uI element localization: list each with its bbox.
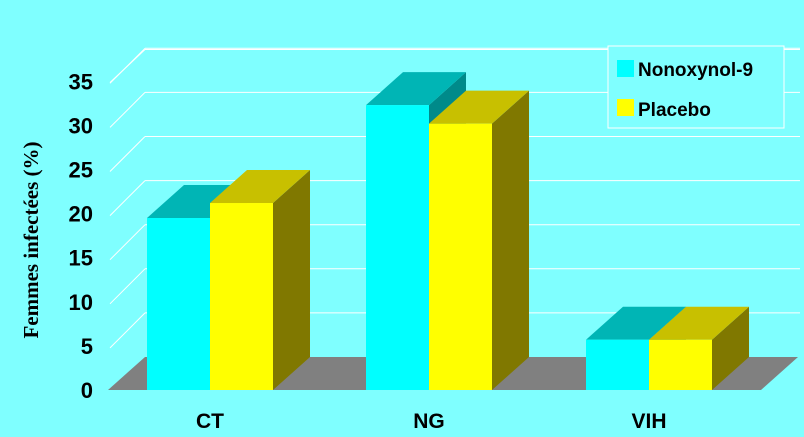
bar-front <box>366 105 429 390</box>
bar-top <box>366 72 466 106</box>
y-axis-tick-label: 20 <box>69 202 93 227</box>
legend: Nonoxynol-9 Placebo <box>607 45 785 129</box>
x-axis-category-label: CT <box>196 410 224 433</box>
bars <box>147 72 749 391</box>
bar-front <box>210 203 273 390</box>
bar-side <box>712 306 749 390</box>
bar-top <box>649 306 749 340</box>
bar <box>210 170 310 390</box>
gridline-diagonal <box>109 136 146 172</box>
y-axis-tick-label: 5 <box>81 334 93 359</box>
bar-top <box>429 90 529 124</box>
y-axis-tick-label: 0 <box>81 378 93 403</box>
gridline-diagonal <box>109 224 146 261</box>
gridline-diagonal <box>109 180 146 216</box>
bar-side <box>492 90 529 391</box>
legend-swatch-placebo <box>617 99 634 116</box>
y-axis-label: Femmes infectées (%) <box>19 141 43 338</box>
bar-front <box>429 123 492 391</box>
bar-side <box>273 170 310 390</box>
legend-box <box>607 45 785 129</box>
bar-front <box>147 218 210 390</box>
x-axis-category-label: NG <box>413 410 445 433</box>
bar-top <box>210 170 310 204</box>
bar-front <box>649 339 712 390</box>
y-axis-tick-label: 25 <box>69 158 93 183</box>
y-axis-tick-label: 35 <box>69 69 93 94</box>
y-axis-ticks: 0 5 10 15 20 25 30 35 <box>69 69 93 403</box>
legend-swatch-nonoxynol <box>617 60 634 77</box>
gridline-diagonal <box>109 92 146 128</box>
x-axis-category-label: VIH <box>631 410 666 433</box>
legend-label-placebo: Placebo <box>638 100 711 121</box>
y-axis-tick-label: 30 <box>69 113 93 138</box>
bar <box>429 90 529 391</box>
bar-top <box>586 306 686 340</box>
y-axis-tick-label: 10 <box>69 290 93 315</box>
legend-label-nonoxynol: Nonoxynol-9 <box>638 60 753 81</box>
x-axis-categories: CT NG VIH <box>196 410 667 433</box>
gridline-diagonal <box>109 49 146 83</box>
bar <box>649 306 749 390</box>
gridline-diagonal <box>109 268 146 305</box>
y-axis-tick-label: 15 <box>69 246 93 271</box>
bar-front <box>586 339 649 390</box>
gridline-diagonal <box>109 312 146 349</box>
